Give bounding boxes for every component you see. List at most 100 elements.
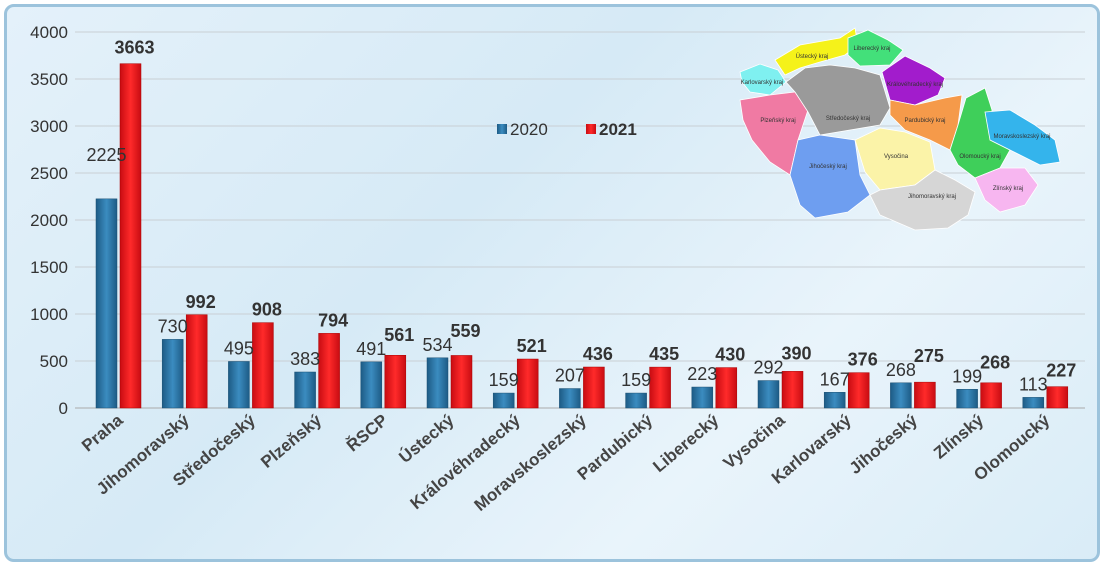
bar-2020 [757,380,780,409]
map-region-label: Pardubický kraj [904,118,945,124]
y-tick-label: 2500 [30,164,68,183]
data-label-2021: 268 [980,352,1010,372]
y-tick-label: 1000 [30,305,68,324]
map-region-shape [739,63,787,96]
bar-2021 [914,381,936,409]
bar-2021 [450,355,473,409]
data-label-2020: 159 [489,370,519,390]
data-label-2020: 2225 [86,145,126,165]
data-label-2021: 561 [384,325,414,345]
bar-2021 [516,358,539,409]
map-region-shape [785,64,891,136]
y-tick-label: 500 [40,352,68,371]
map-region-label: Zlínský kraj [993,186,1023,192]
data-label-2021: 390 [781,344,811,364]
bar-2020 [294,371,316,409]
map-region-label: Středočeský kraj [826,116,870,122]
data-label-2021: 794 [318,310,348,330]
data-label-2021: 521 [517,336,547,356]
x-tick-label: Královéhradecký [407,410,525,513]
map-region-shape [869,169,976,231]
y-tick-label: 0 [59,399,68,418]
bar-2020 [95,198,118,409]
data-label-2020: 159 [621,370,651,390]
bar-2020 [559,388,581,409]
data-label-2021: 559 [450,321,480,341]
data-label-2021: 908 [252,300,282,320]
czech-regions-map: Ústecký kraj Liberecký kraj Karlovarský kr… [739,27,1061,231]
data-label-2021: 435 [649,344,679,364]
bar-2021 [185,314,208,409]
bar-2020 [890,382,912,409]
data-label-2021: 275 [914,346,944,366]
legend-label-2020: 2020 [510,120,548,139]
map-region-label: Jihomoravský kraj [908,194,956,200]
x-tick-label: Ústecký [395,410,458,467]
bar-2021 [649,366,671,409]
data-label-2021: 376 [848,350,878,370]
map-region-label: Moravskoslezský kraj [993,134,1050,140]
bar-2020 [360,361,383,409]
bar-2021 [781,371,804,409]
bar-2021 [847,372,870,409]
bar-2020 [956,389,978,409]
bar-2021 [583,366,605,409]
legend: 2020 2021 [497,120,637,139]
map-region-label: Vysočina [884,154,909,160]
map-region: Jihočeský kraj [789,134,871,219]
data-label-2020: 292 [753,358,783,378]
map-region-label: Jihočeský kraj [809,164,847,170]
bar-2020 [228,361,250,409]
y-tick-label: 4000 [30,23,68,42]
x-tick-label: Liberecký [649,410,722,476]
map-region-shape [789,134,871,219]
data-label-2020: 268 [886,360,916,380]
map-region: Jihomoravský kraj [869,169,976,231]
data-label-2020: 495 [224,338,254,358]
map-region: Moravskoslezský kraj [984,109,1061,166]
bar-2020 [625,392,647,409]
y-tick-label: 1500 [30,258,68,277]
bar-2020 [1022,397,1045,409]
data-label-2020: 207 [555,366,585,386]
bar-2020 [691,386,714,409]
bar-2021 [384,355,407,409]
data-label-2021: 992 [186,292,216,312]
map-region: Karlovarský kraj [739,63,787,96]
map-region-label: Karlovarský kraj [741,80,784,86]
map-region: Zlínský kraj [974,167,1039,213]
legend-swatch-2021 [586,124,596,134]
map-region-label: Ústecký kraj [796,53,829,60]
map-region-label: Liberecký kraj [853,46,890,52]
data-label-2020: 730 [158,316,188,336]
data-label-2021: 227 [1046,360,1076,380]
x-tick-label: Praha [78,410,127,455]
data-label-2020: 199 [952,366,982,386]
map-region-label: Královéhradecký kraj [887,82,943,88]
map-region-label: Olomoucký kraj [959,154,1000,160]
map-region: Liberecký kraj [847,29,904,67]
map-region-shape [984,109,1061,166]
y-tick-label: 3500 [30,70,68,89]
data-label-2020: 167 [820,369,850,389]
x-tick-label: Jihočeský [846,410,922,478]
bar-2020 [161,339,184,409]
bar-2021 [715,367,738,409]
data-label-2021: 430 [715,345,745,365]
map-region: Středočeský kraj [785,64,891,136]
y-tick-label: 2000 [30,211,68,230]
data-label-2020: 113 [1019,374,1048,394]
bar-2020 [823,392,846,409]
bar-2020 [492,392,515,409]
data-label-2020: 383 [290,349,320,369]
legend-swatch-2020 [497,124,507,134]
map-region-label: Plzeňský kraj [760,118,795,124]
data-label-2021: 3663 [114,38,154,58]
data-label-2020: 534 [422,335,452,355]
x-tick-label: Zlínský [930,410,988,463]
bar-2021 [980,382,1002,409]
map-region-shape [974,167,1039,213]
data-label-2021: 436 [583,344,613,364]
x-tick-label: Plzeňský [257,410,325,472]
